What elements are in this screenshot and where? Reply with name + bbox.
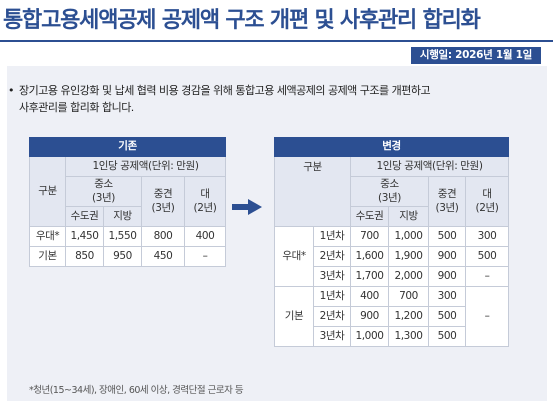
table-row: 기본 1년차 400 700 300 – xyxy=(274,286,509,347)
summary-line-1: 장기고용 유인강화 및 납세 협력 비용 경감을 위해 통합고용 세액공제의 공… xyxy=(19,84,431,97)
after-metro-value: 700 xyxy=(350,226,389,247)
after-large-header: 대 (2년) xyxy=(465,176,509,227)
table-row: 우대* 1년차 700 1,000 500 300 xyxy=(274,226,509,287)
after-local-value: 1,200 xyxy=(388,306,429,327)
after-metro-value: 1,000 xyxy=(350,326,389,347)
before-local-value: 1,550 xyxy=(103,226,142,247)
before-table: 기존 구분 1인당 공제액(단위: 만원) 중소 (3년) 중견 (3년) 대 … xyxy=(29,137,226,267)
after-mid-value: 900 xyxy=(428,246,466,267)
after-sme-label: 중소 xyxy=(380,178,399,191)
after-year-label: 1년차 xyxy=(313,286,351,307)
before-mid-value: 800 xyxy=(141,226,185,247)
after-sme-period: (3년) xyxy=(378,191,401,204)
effective-date-badge: 시행일: 2026년 1월 1일 xyxy=(410,47,541,64)
page-title: 통합고용세액공제 공제액 구조 개편 및 사후관리 합리화 xyxy=(3,8,481,33)
before-metro-header: 수도권 xyxy=(65,206,104,227)
before-large-value: – xyxy=(184,246,226,267)
before-local-header: 지방 xyxy=(103,206,142,227)
after-large-label: 대 xyxy=(482,188,492,201)
after-local-value: 1,300 xyxy=(388,326,429,347)
before-local-value: 950 xyxy=(103,246,142,267)
after-mid-period: (3년) xyxy=(435,201,459,214)
after-year-label: 2년차 xyxy=(313,246,351,267)
before-mid-header: 중견 (3년) xyxy=(141,176,185,227)
before-row-label: 기본 xyxy=(29,246,66,267)
title-divider xyxy=(0,40,553,42)
before-mid-period: (3년) xyxy=(151,201,175,214)
after-unit-header: 1인당 공제액(단위: 만원) xyxy=(350,156,509,177)
before-unit-header: 1인당 공제액(단위: 만원) xyxy=(65,156,226,177)
after-table: 변경 구분 1인당 공제액(단위: 만원) 중소 (3년) 중견 (3년) 대 … xyxy=(274,137,509,347)
after-group-label: 기본 xyxy=(274,286,314,347)
footnote: *청년(15~34세), 장애인, 60세 이상, 경력단절 근로자 등 xyxy=(29,385,244,396)
after-mid-value: 500 xyxy=(428,226,466,247)
before-large-period: (2년) xyxy=(193,201,217,214)
after-table-title: 변경 xyxy=(274,137,509,157)
after-mid-value: 500 xyxy=(428,326,466,347)
before-sme-header: 중소 (3년) xyxy=(65,176,142,207)
before-metro-value: 850 xyxy=(65,246,104,267)
after-local-value: 1,900 xyxy=(388,246,429,267)
table-row: 2년차 1,600 1,900 900 500 xyxy=(275,246,509,267)
after-local-value: 1,000 xyxy=(388,226,429,247)
after-col-group: 구분 xyxy=(274,156,351,227)
after-mid-label: 중견 xyxy=(437,188,457,201)
after-large-period: (2년) xyxy=(475,201,499,214)
after-metro-value: 1,600 xyxy=(350,246,389,267)
after-local-header: 지방 xyxy=(388,206,429,227)
before-large-label: 대 xyxy=(200,188,210,201)
table-row: 3년차 1,000 1,300 500 xyxy=(275,326,509,347)
before-sme-label: 중소 xyxy=(94,178,113,191)
after-mid-value: 500 xyxy=(428,306,466,327)
after-metro-value: 900 xyxy=(350,306,389,327)
after-metro-header: 수도권 xyxy=(350,206,389,227)
after-large-value: – xyxy=(465,266,509,287)
summary-line-2: 사후관리를 합리화 합니다. xyxy=(19,101,134,114)
before-large-header: 대 (2년) xyxy=(184,176,226,227)
after-year-label: 3년차 xyxy=(313,326,351,347)
after-year-label: 3년차 xyxy=(313,266,351,287)
summary-bullet: • 장기고용 유인강화 및 납세 협력 비용 경감을 위해 통합고용 세액공제의… xyxy=(8,82,431,116)
after-group-label: 우대* xyxy=(274,226,314,287)
after-mid-value: 900 xyxy=(428,266,466,287)
before-table-title: 기존 xyxy=(29,137,226,157)
right-arrow-icon xyxy=(232,199,262,215)
table-row: 우대* 1,450 1,550 800 400 xyxy=(29,226,226,247)
before-sme-period: (3년) xyxy=(92,191,115,204)
after-metro-value: 400 xyxy=(350,286,389,307)
after-large-value: 500 xyxy=(465,246,509,267)
before-metro-value: 1,450 xyxy=(65,226,104,247)
after-year-label: 1년차 xyxy=(313,226,351,247)
before-large-value: 400 xyxy=(184,226,226,247)
bullet-dot-icon: • xyxy=(8,84,15,97)
after-metro-value: 1,700 xyxy=(350,266,389,287)
before-mid-label: 중견 xyxy=(153,188,173,201)
table-row: 기본 850 950 450 – xyxy=(29,246,226,267)
after-mid-value: 300 xyxy=(428,286,466,307)
table-row: 2년차 900 1,200 500 xyxy=(275,306,509,327)
before-row-label: 우대* xyxy=(29,226,66,247)
after-year-label: 2년차 xyxy=(313,306,351,327)
table-row: 3년차 1,700 2,000 900 – xyxy=(275,266,509,287)
after-sme-header: 중소 (3년) xyxy=(350,176,429,207)
after-local-value: 2,000 xyxy=(388,266,429,287)
after-large-value: 300 xyxy=(465,226,509,247)
before-mid-value: 450 xyxy=(141,246,185,267)
before-col-group: 구분 xyxy=(29,156,66,227)
after-local-value: 700 xyxy=(388,286,429,307)
after-mid-header: 중견 (3년) xyxy=(428,176,466,227)
after-large-value: – xyxy=(465,286,509,347)
